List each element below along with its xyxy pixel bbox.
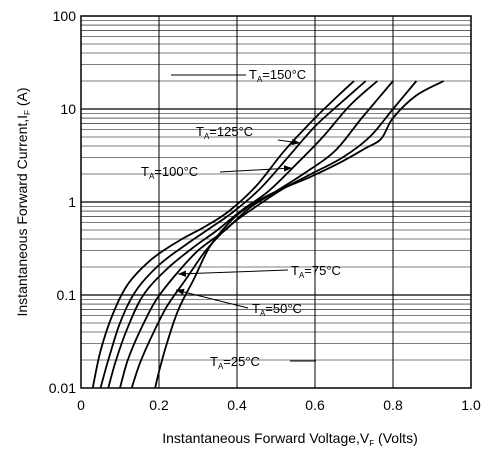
grid (81, 16, 471, 388)
series-line-0 (91, 80, 355, 389)
annotation-label: TA=100°C (141, 164, 198, 181)
annotation-arrowhead (176, 288, 185, 295)
x-tick-label: 1.0 (461, 397, 481, 413)
x-tick-label: 0.4 (227, 397, 247, 413)
series-line-3 (119, 80, 394, 389)
x-tick-label: 0.8 (383, 397, 403, 413)
annotations: TA=150°C TA=125°C TA=100°C TA=75°C TA=50°C TA… (141, 67, 341, 371)
series-line-2 (107, 80, 378, 389)
annotation-leaders (171, 74, 316, 362)
series-line-5 (154, 80, 445, 389)
annotation-label: TA=25°C (210, 354, 260, 371)
annotation-leader (175, 289, 249, 309)
plot-frame (80, 15, 472, 389)
y-tick-label: 1 (68, 194, 76, 210)
annotation-leader (177, 269, 289, 275)
x-tick-label: 0.6 (305, 397, 325, 413)
annotation-label: TA=150°C (249, 67, 306, 84)
y-tick-label: 0.1 (57, 287, 77, 303)
y-tick-label: 0.01 (49, 380, 76, 396)
series-line-1 (99, 80, 367, 389)
annotation-label: TA=50°C (252, 301, 302, 318)
annotation-arrowhead (291, 138, 300, 146)
y-tick-label: 10 (60, 101, 76, 117)
annotation-arrowhead (283, 165, 292, 172)
x-axis-title: Instantaneous Forward Voltage,VF (Volts) (162, 430, 418, 448)
annotation-label: TA=75°C (291, 263, 341, 280)
y-tick-label: 100 (53, 8, 77, 24)
y-tick-labels: 0.01 0.1 1 10 100 (49, 8, 76, 396)
annotation-arrowhead (178, 270, 187, 277)
annotation-label: TA=125°C (196, 124, 253, 141)
x-tick-labels: 0 0.2 0.4 0.6 0.8 1.0 (77, 397, 481, 413)
x-tick-label: 0.2 (149, 397, 169, 413)
curves (91, 80, 445, 389)
x-tick-label: 0 (77, 397, 85, 413)
annotation-leader (219, 167, 293, 173)
series-line-4 (130, 80, 418, 389)
y-axis-title: Instantaneous Forward Current,IF (A) (14, 88, 32, 317)
